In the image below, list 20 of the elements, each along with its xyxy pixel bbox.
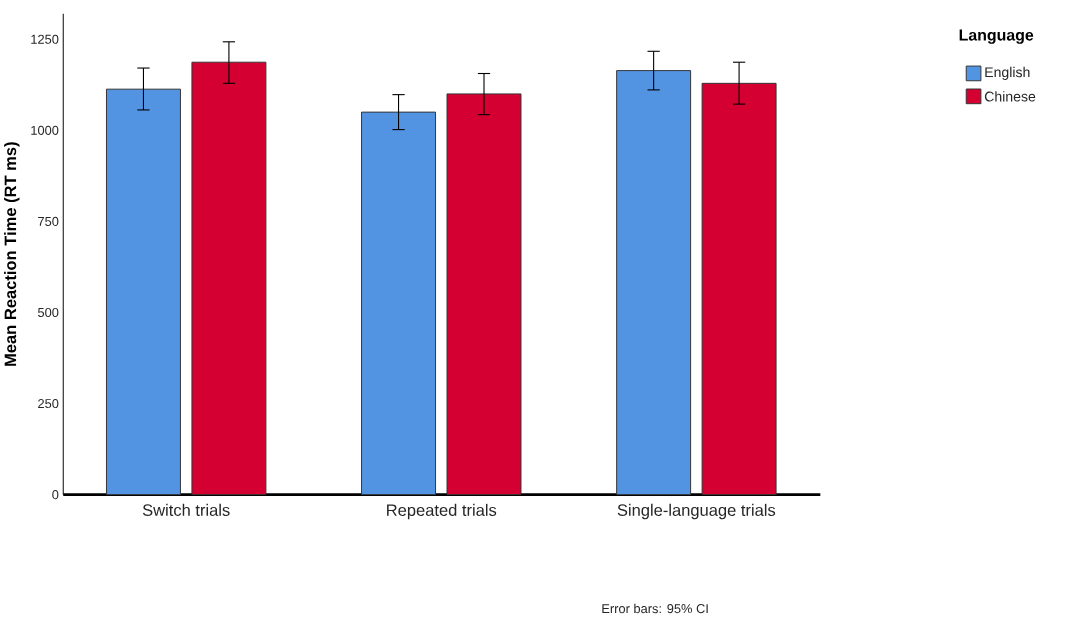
bar: [105, 88, 181, 495]
y-tick-label: 1000: [31, 125, 59, 135]
bar: [446, 93, 522, 495]
x-tick-label: Switch trials: [142, 503, 230, 516]
y-tick-label: 1250: [31, 34, 59, 44]
y-tick-label: 750: [38, 216, 59, 226]
bar: [191, 61, 267, 495]
x-tick-label: Single-language trials: [617, 503, 776, 520]
y-tick-label: 500: [37, 307, 59, 317]
bar: [701, 82, 777, 495]
bar: [361, 111, 437, 495]
legend-label: English: [985, 66, 1030, 80]
legend-label: Chinese: [984, 90, 1036, 102]
bar: [616, 69, 692, 495]
legend-title: Language: [959, 29, 1034, 44]
text: Error bars: 95% CI: [602, 603, 708, 613]
y-tick-label: 0: [52, 489, 59, 499]
y-axis-title: Mean Reaction Time (RT ms): [4, 142, 20, 366]
x-tick-label: Repeated trials: [387, 503, 497, 520]
y-tick-label: 250: [38, 398, 59, 408]
